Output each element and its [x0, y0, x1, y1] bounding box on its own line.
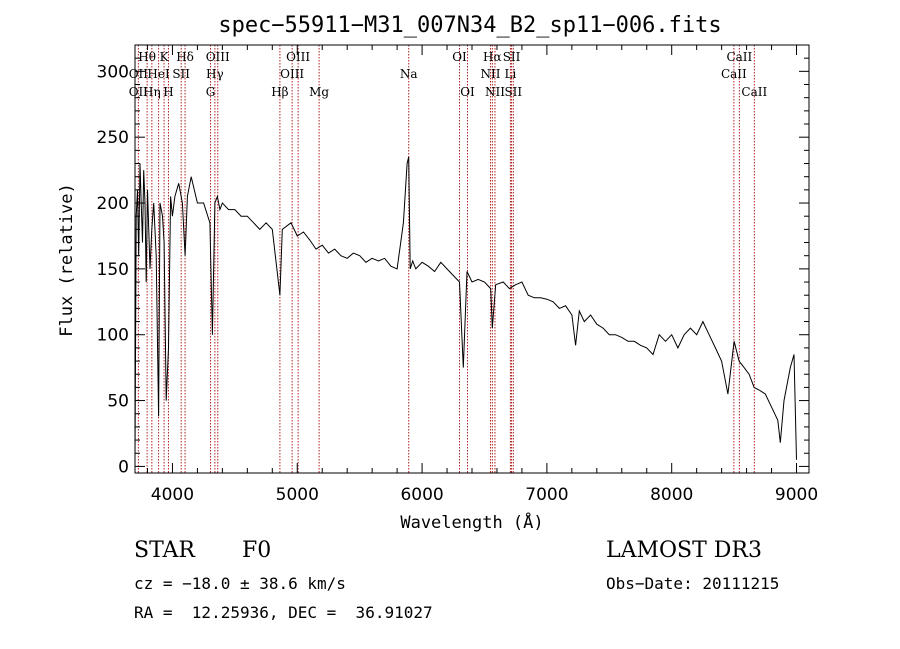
y-tick-label: 0 [118, 457, 129, 477]
object-class: STAR [134, 538, 195, 563]
emission-line-label: CaII [741, 85, 767, 99]
y-tick-label: 300 [97, 62, 129, 82]
emission-line-label: SII [504, 85, 522, 99]
emission-line-label: OII [129, 67, 149, 81]
emission-line-label: OII [129, 85, 149, 99]
x-tick-label: 8000 [650, 485, 693, 505]
x-tick-label: 6000 [400, 485, 443, 505]
y-tick-label: 50 [107, 392, 129, 412]
emission-line-label: CaII [721, 67, 747, 81]
observation-date: Obs−Date: 20111215 [606, 574, 780, 593]
emission-line-label: NII [480, 67, 500, 81]
survey-name: LAMOST DR3 [606, 538, 762, 563]
emission-line-label: CaII [726, 50, 752, 64]
spectrum-chart: spec−55911−M31_007N34_B2_sp11−006.fits H… [57, 13, 818, 533]
y-axis-ticks: 0 50 100 150 200 250 300 [97, 57, 809, 477]
x-axis-ticks: 4000 5000 6000 7000 8000 9000 [146, 45, 818, 505]
x-tick-label: 4000 [151, 485, 194, 505]
y-tick-label: 250 [97, 128, 129, 148]
emission-line-label: Hδ [176, 50, 194, 64]
emission-line-label: SII [172, 67, 190, 81]
emission-line-label: SII [503, 50, 521, 64]
emission-line-label: OI [460, 85, 475, 99]
emission-line-label: OI [452, 50, 467, 64]
x-axis-label: Wavelength (Å) [400, 511, 543, 533]
y-tick-label: 150 [97, 260, 129, 280]
y-tick-label: 100 [97, 326, 129, 346]
spectrum-series-line [134, 156, 797, 460]
emission-line-label: Li [505, 67, 517, 81]
object-subclass: F0 [242, 538, 272, 563]
emission-line-label: NII [485, 85, 505, 99]
emission-line-label: Na [400, 67, 418, 81]
emission-line-label: Hγ [206, 67, 224, 81]
emission-line-label: K [160, 50, 170, 64]
chart-title: spec−55911−M31_007N34_B2_sp11−006.fits [218, 13, 721, 38]
x-tick-label: 7000 [525, 485, 568, 505]
x-tick-label: 9000 [775, 485, 818, 505]
coordinates-readout: RA = 12.25936, DEC = 36.91027 [134, 603, 433, 622]
plot-frame [134, 44, 810, 474]
emission-line-label: Hθ [138, 50, 156, 64]
emission-line-label: Mg [309, 85, 329, 99]
emission-line-label: Hα [483, 50, 502, 64]
emission-line-label: Hβ [271, 85, 288, 99]
emission-line-label: Hη [143, 85, 161, 99]
emission-line-markers [137, 45, 755, 473]
emission-line-label: G [206, 85, 216, 99]
emission-line-label: H [163, 85, 173, 99]
emission-line-label: OIII [206, 50, 230, 64]
emission-line-label: HeI [147, 67, 170, 81]
emission-line-label: OIII [280, 67, 304, 81]
y-axis-label: Flux (relative) [57, 183, 77, 337]
redshift-readout: cz = −18.0 ± 38.6 km/s [134, 574, 346, 593]
emission-line-label: OIII [286, 50, 310, 64]
x-tick-label: 5000 [276, 485, 319, 505]
y-tick-label: 200 [97, 194, 129, 214]
